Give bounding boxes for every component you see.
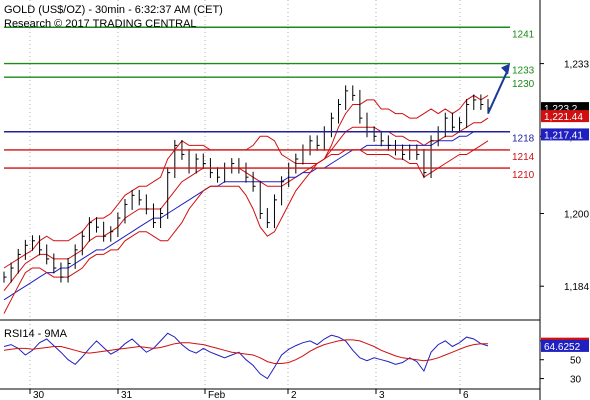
chart-grid: [29, 0, 461, 389]
projection-arrow: [487, 69, 509, 114]
bollinger-middle-line: [3, 117, 489, 292]
level-label: 1230: [512, 79, 535, 90]
rsi-panel: [3, 332, 489, 380]
rsi-title: RSI14 - 9MA: [4, 328, 68, 340]
rsi-tick-label: 50: [570, 356, 582, 367]
rsi-line: [3, 332, 489, 380]
rsi-ma-line: [3, 339, 488, 364]
plot-area: 1241 1233 1230 1218 1214 1210: [3, 26, 535, 314]
level-label: 1218: [512, 134, 535, 145]
price-tag-label: 1,217.41: [544, 130, 583, 141]
chart-title: GOLD (US$/OZ) - 30min - 6:32:37 AM (CET): [4, 4, 223, 16]
x-tick-label: 2: [291, 390, 297, 400]
x-tick-label: 6: [463, 390, 469, 400]
price-tag-label: 1,221.44: [544, 112, 583, 123]
bollinger-lower-band: [3, 140, 489, 314]
projection-arrowhead: [501, 63, 510, 75]
x-tick-label: 30: [33, 390, 45, 400]
x-tick-label: 3: [379, 390, 385, 400]
level-label: 1241: [512, 29, 535, 40]
y-tick-label: 1,200: [564, 210, 589, 221]
y-tick-label: 1,184: [564, 282, 589, 293]
level-label: 1210: [512, 170, 535, 181]
chart-subtitle: Research © 2017 TRADING CENTRAL: [4, 18, 197, 30]
x-tick-label: 31: [121, 390, 133, 400]
level-label: 1233: [512, 66, 535, 77]
rsi-tick-label: 30: [570, 375, 582, 386]
x-tick-label: Feb: [208, 390, 226, 400]
level-label: 1214: [512, 152, 535, 163]
price-tag-label: 1,223.2: [544, 104, 578, 115]
rsi-value-label: 64.6252: [544, 342, 581, 353]
price-tag: [541, 128, 589, 141]
moving-average-line: [3, 131, 488, 301]
y-tick-label: 1,233: [564, 60, 589, 71]
rsi-value-tag: [541, 339, 589, 352]
price-tag: [541, 110, 589, 123]
